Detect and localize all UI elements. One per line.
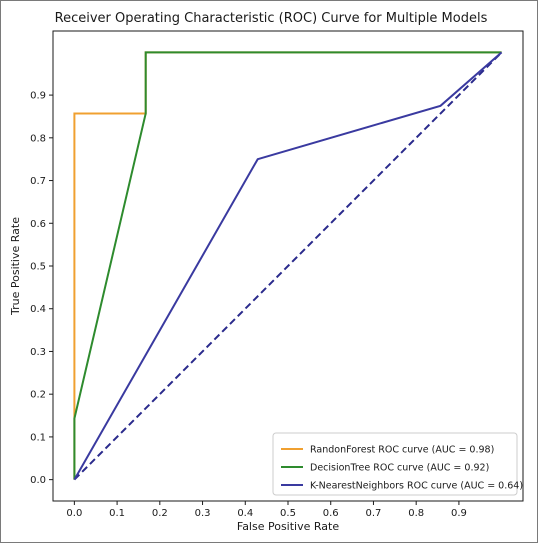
series-lines: [73, 51, 503, 481]
series-line-1: [73, 51, 502, 480]
x-tick-label: 0.6: [323, 508, 339, 519]
x-tick-label: 0.1: [109, 508, 125, 519]
y-tick-label: 0.2: [30, 390, 46, 401]
y-axis-label: True Positive Rate: [9, 217, 22, 316]
y-tick-label: 0.4: [30, 304, 46, 315]
y-tick-label: 0.6: [30, 219, 46, 230]
x-tick-label: 0.5: [280, 508, 296, 519]
x-tick-label: 0.0: [66, 508, 82, 519]
legend: RandonForest ROC curve (AUC = 0.98) Decis…: [272, 432, 523, 496]
series-line-2: [73, 51, 503, 481]
x-tick-label: 0.4: [237, 508, 253, 519]
y-tick-label: 0.0: [30, 475, 46, 486]
legend-box: [272, 432, 518, 496]
y-axis-ticks: 0.0 0.1 0.2 0.3 0.4 0.5 0.6 0.7 0.8 0.9: [30, 91, 53, 486]
reference-diagonal-line: [73, 51, 503, 481]
x-tick-label: 0.9: [451, 508, 467, 519]
y-tick-label: 0.7: [30, 176, 46, 187]
x-axis-ticks: 0.0 0.1 0.2 0.3 0.4 0.5 0.6 0.7 0.8 0.9: [66, 501, 467, 519]
y-tick-label: 0.5: [30, 262, 46, 273]
x-tick-label: 0.8: [408, 508, 424, 519]
y-tick-label: 0.3: [30, 347, 46, 358]
y-tick-label: 0.8: [30, 133, 46, 144]
x-tick-label: 0.3: [195, 508, 211, 519]
y-tick-label: 0.1: [30, 432, 46, 443]
chart-title: Receiver Operating Characteristic (ROC) …: [55, 11, 488, 26]
y-tick-label: 0.9: [30, 91, 46, 102]
x-tick-label: 0.2: [152, 508, 168, 519]
legend-label: RandonForest ROC curve (AUC = 0.98): [310, 445, 494, 456]
legend-label: DecisionTree ROC curve (AUC = 0.92): [310, 463, 489, 474]
x-axis-label: False Positive Rate: [237, 520, 339, 533]
x-tick-label: 0.7: [366, 508, 382, 519]
legend-label: K-NearestNeighbors ROC curve (AUC = 0.64…: [310, 481, 523, 492]
